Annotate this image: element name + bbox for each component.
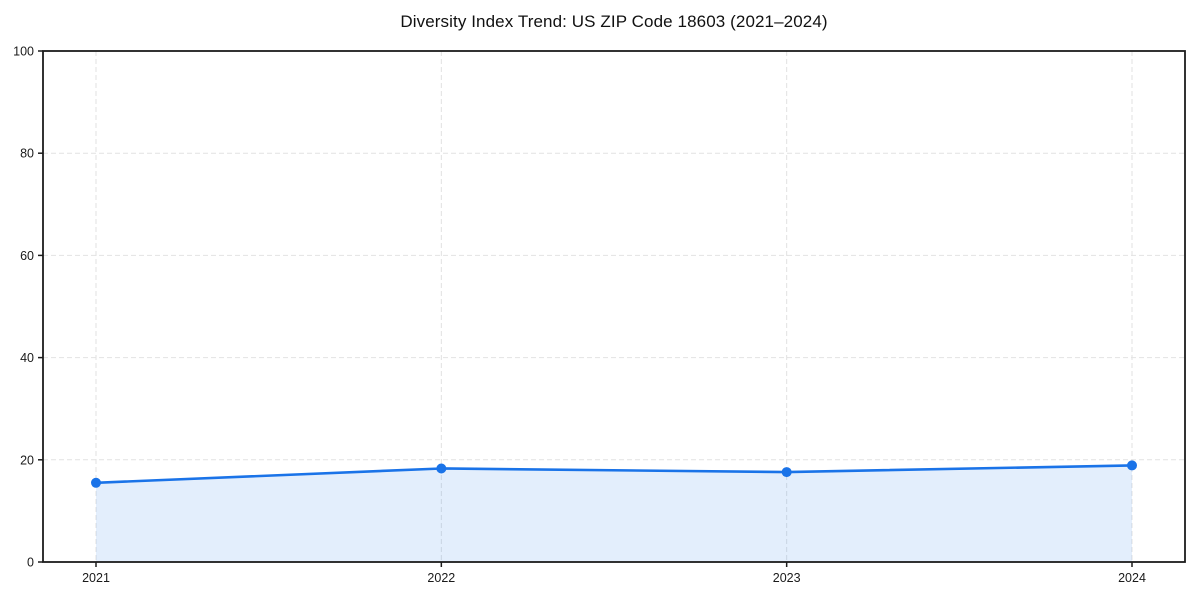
- y-tick-label: 60: [20, 249, 34, 263]
- y-tick-label: 40: [20, 351, 34, 365]
- x-tick-label: 2022: [427, 571, 455, 585]
- x-tick-label: 2023: [773, 571, 801, 585]
- y-tick-label: 20: [20, 453, 34, 467]
- x-tick-label: 2021: [82, 571, 110, 585]
- y-tick-label: 80: [20, 147, 34, 161]
- data-point-2023: [781, 467, 792, 478]
- trend-line: [94, 464, 1134, 485]
- area-fill: [96, 465, 1132, 562]
- y-tick-label: 100: [13, 45, 34, 59]
- chart-title: Diversity Index Trend: US ZIP Code 18603…: [400, 12, 828, 31]
- x-tick-label: 2024: [1118, 571, 1146, 585]
- data-point-2022: [436, 463, 447, 474]
- data-point-2024: [1127, 460, 1137, 471]
- data-point-2021: [91, 477, 101, 488]
- plot-frame: [42, 50, 1186, 563]
- y-tick-label: 0: [27, 556, 34, 570]
